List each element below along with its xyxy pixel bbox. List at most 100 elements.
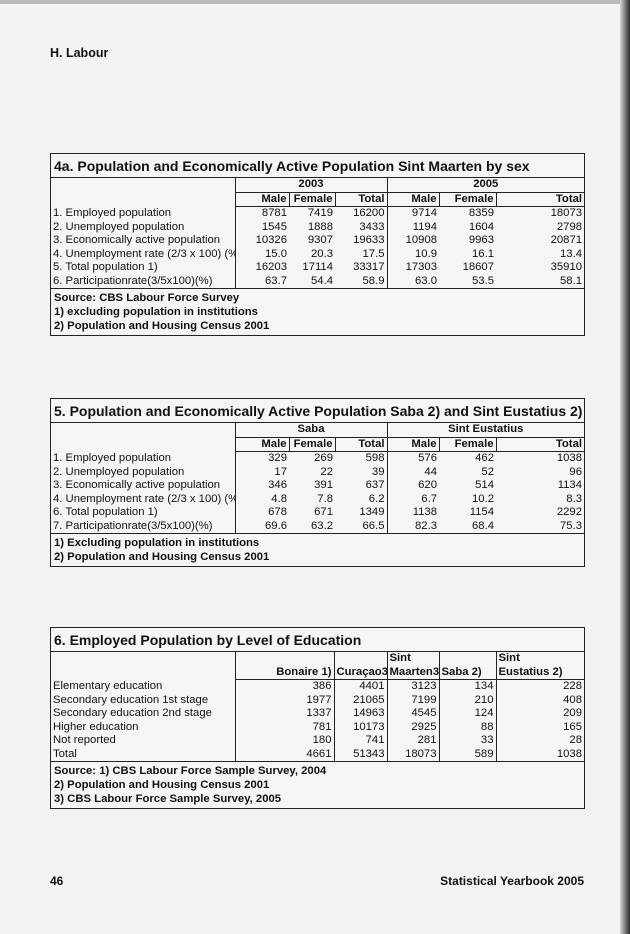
cell-value: 1349 — [359, 506, 385, 518]
cell-value: 17303 — [386, 261, 439, 275]
cell-value: 228 — [495, 679, 584, 694]
cell-value: 8781 — [234, 206, 289, 221]
group-header: Sint Eustatius — [386, 423, 584, 438]
cell-value: 678 — [234, 506, 289, 520]
page-number: 46 — [50, 874, 64, 888]
note-line: 2) Population and Housing Census 2001 — [54, 551, 270, 563]
cell-value: 88 — [438, 720, 496, 734]
cell-value: 10326 — [234, 234, 289, 248]
cell-value: 9307 — [307, 234, 333, 246]
row-label: 6. Participationrate(3/5x100)(%) — [53, 274, 213, 287]
cell-value: 576 — [386, 451, 439, 466]
scan-edge-right — [620, 0, 630, 934]
cell-value: 58.9 — [362, 274, 385, 287]
table-title: 5. Population and Economically Active Po… — [51, 399, 584, 423]
cell-value: 33 — [438, 734, 496, 748]
table-row: Higher education 781 10173 2925 88 165 — [51, 720, 584, 734]
cell-value: 66.5 — [362, 519, 385, 532]
cell-value: 671 — [314, 506, 333, 518]
cell-value: 63.2 — [311, 519, 333, 532]
table-row: Secondary education 1st stage 1977 21065 71… — [51, 693, 584, 707]
cell-value: 741 — [333, 734, 387, 748]
column-header: Male — [234, 192, 290, 207]
cell-value: 462 — [475, 452, 494, 464]
publication-name: Statistical Yearbook 2005 — [440, 874, 584, 888]
cell-value: 781 — [234, 720, 334, 734]
cell-value: 281 — [386, 734, 439, 748]
cell-value: 35910 — [550, 261, 583, 273]
table-4a: 4a. Population and Economically Active P… — [50, 153, 585, 336]
row-label: 7. Participationrate(3/5x100)(%) — [53, 519, 213, 532]
cell-value: 63.0 — [386, 274, 439, 288]
table-row: Total 4661 51343 18073 589 1038 — [51, 747, 584, 761]
group-header: Saba — [234, 423, 387, 438]
table-notes: Source: CBS Labour Force Survey 1) exclud… — [51, 288, 584, 335]
table-row: 7. Participationrate(3/5x100)(%) 69.6 63.2… — [51, 519, 584, 533]
cell-value: 28 — [495, 734, 584, 748]
table-title: 4a. Population and Economically Active P… — [51, 154, 584, 178]
row-label: Higher education — [53, 720, 139, 733]
header-row-2: Bonaire 1) Curaçao3 Maarten3) Saba 2) Eustat… — [51, 665, 584, 680]
row-label: 1. Employed population — [53, 451, 172, 464]
cell-value: 1337 — [234, 707, 334, 721]
cell-value: 1194 — [386, 220, 439, 234]
cell-value: 7419 — [307, 207, 333, 219]
cell-value: 69.6 — [234, 519, 289, 533]
column-header: Total — [496, 437, 584, 452]
group-header: 2005 — [386, 178, 585, 193]
cell-value: 1138 — [386, 506, 439, 520]
table-row: Not reported 180 741 281 33 28 — [51, 734, 584, 748]
cell-value: 1604 — [468, 220, 494, 233]
empty-cell — [51, 437, 235, 452]
note-line: 1) excluding population in institutions — [54, 306, 258, 318]
cell-value: 1154 — [469, 506, 494, 518]
cell-value: 10.2 — [472, 492, 494, 505]
row-label: 4. Unemployment rate (2/3 x 100) (% — [53, 247, 235, 260]
column-header-line1 — [438, 652, 496, 666]
cell-value: 514 — [475, 479, 494, 491]
table-title: 6. Employed Population by Level of Educa… — [51, 628, 584, 652]
table6-grid: Sint Sint Bonaire 1) Curaçao3 Maarten3) Saba … — [51, 652, 584, 761]
row-label: Elementary education — [53, 679, 163, 692]
column-header-line1 — [333, 652, 387, 666]
table-row: 2. Unemployed population 17 22 39 44 52 96 — [51, 465, 584, 479]
scan-edge-top — [0, 0, 630, 4]
cell-value: 51343 — [333, 747, 387, 761]
note-line: Source: CBS Labour Force Survey — [54, 292, 240, 304]
cell-value: 4.8 — [234, 492, 289, 506]
table-5: 5. Population and Economically Active Po… — [50, 398, 585, 567]
column-header: Curaçao3 — [333, 665, 387, 680]
column-header-line1: Sint — [386, 652, 439, 666]
cell-value: 20871 — [550, 234, 583, 246]
cell-value: 18607 — [462, 261, 494, 273]
column-header: Total — [335, 437, 387, 452]
cell-value: 75.3 — [560, 519, 582, 532]
cell-value: 17114 — [302, 261, 333, 273]
empty-cell — [51, 178, 235, 192]
cell-value: 346 — [234, 479, 289, 493]
cell-value: 20.3 — [311, 247, 333, 260]
cell-value: 53.5 — [472, 274, 494, 287]
table-row: 2. Unemployed population 1545 1888 3433 1194… — [51, 220, 584, 234]
row-label: 2. Unemployed population — [53, 465, 185, 478]
cell-value: 1038 — [556, 452, 582, 464]
subheader-row: Male Female Total Male Female Total — [51, 192, 585, 207]
empty-cell — [51, 652, 235, 666]
column-header: Female — [289, 192, 336, 207]
note-line: 3) CBS Labour Force Sample Survey, 2005 — [54, 793, 282, 805]
column-header: Female — [439, 192, 497, 207]
cell-value: 1977 — [234, 693, 334, 707]
cell-value: 39 — [371, 465, 385, 478]
cell-value: 209 — [495, 707, 584, 721]
column-header: Bonaire 1) — [234, 665, 334, 680]
cell-value: 16.1 — [472, 247, 494, 260]
cell-value: 10173 — [333, 720, 387, 734]
column-header: Total — [335, 192, 387, 207]
cell-value: 1038 — [495, 747, 584, 761]
cell-value: 1545 — [234, 220, 289, 234]
cell-value: 134 — [438, 679, 496, 694]
cell-value: 17 — [234, 465, 289, 479]
cell-value: 6.2 — [368, 492, 385, 505]
row-label: Secondary education 2nd stage — [53, 707, 212, 719]
section-header: H. Labour — [50, 46, 109, 60]
